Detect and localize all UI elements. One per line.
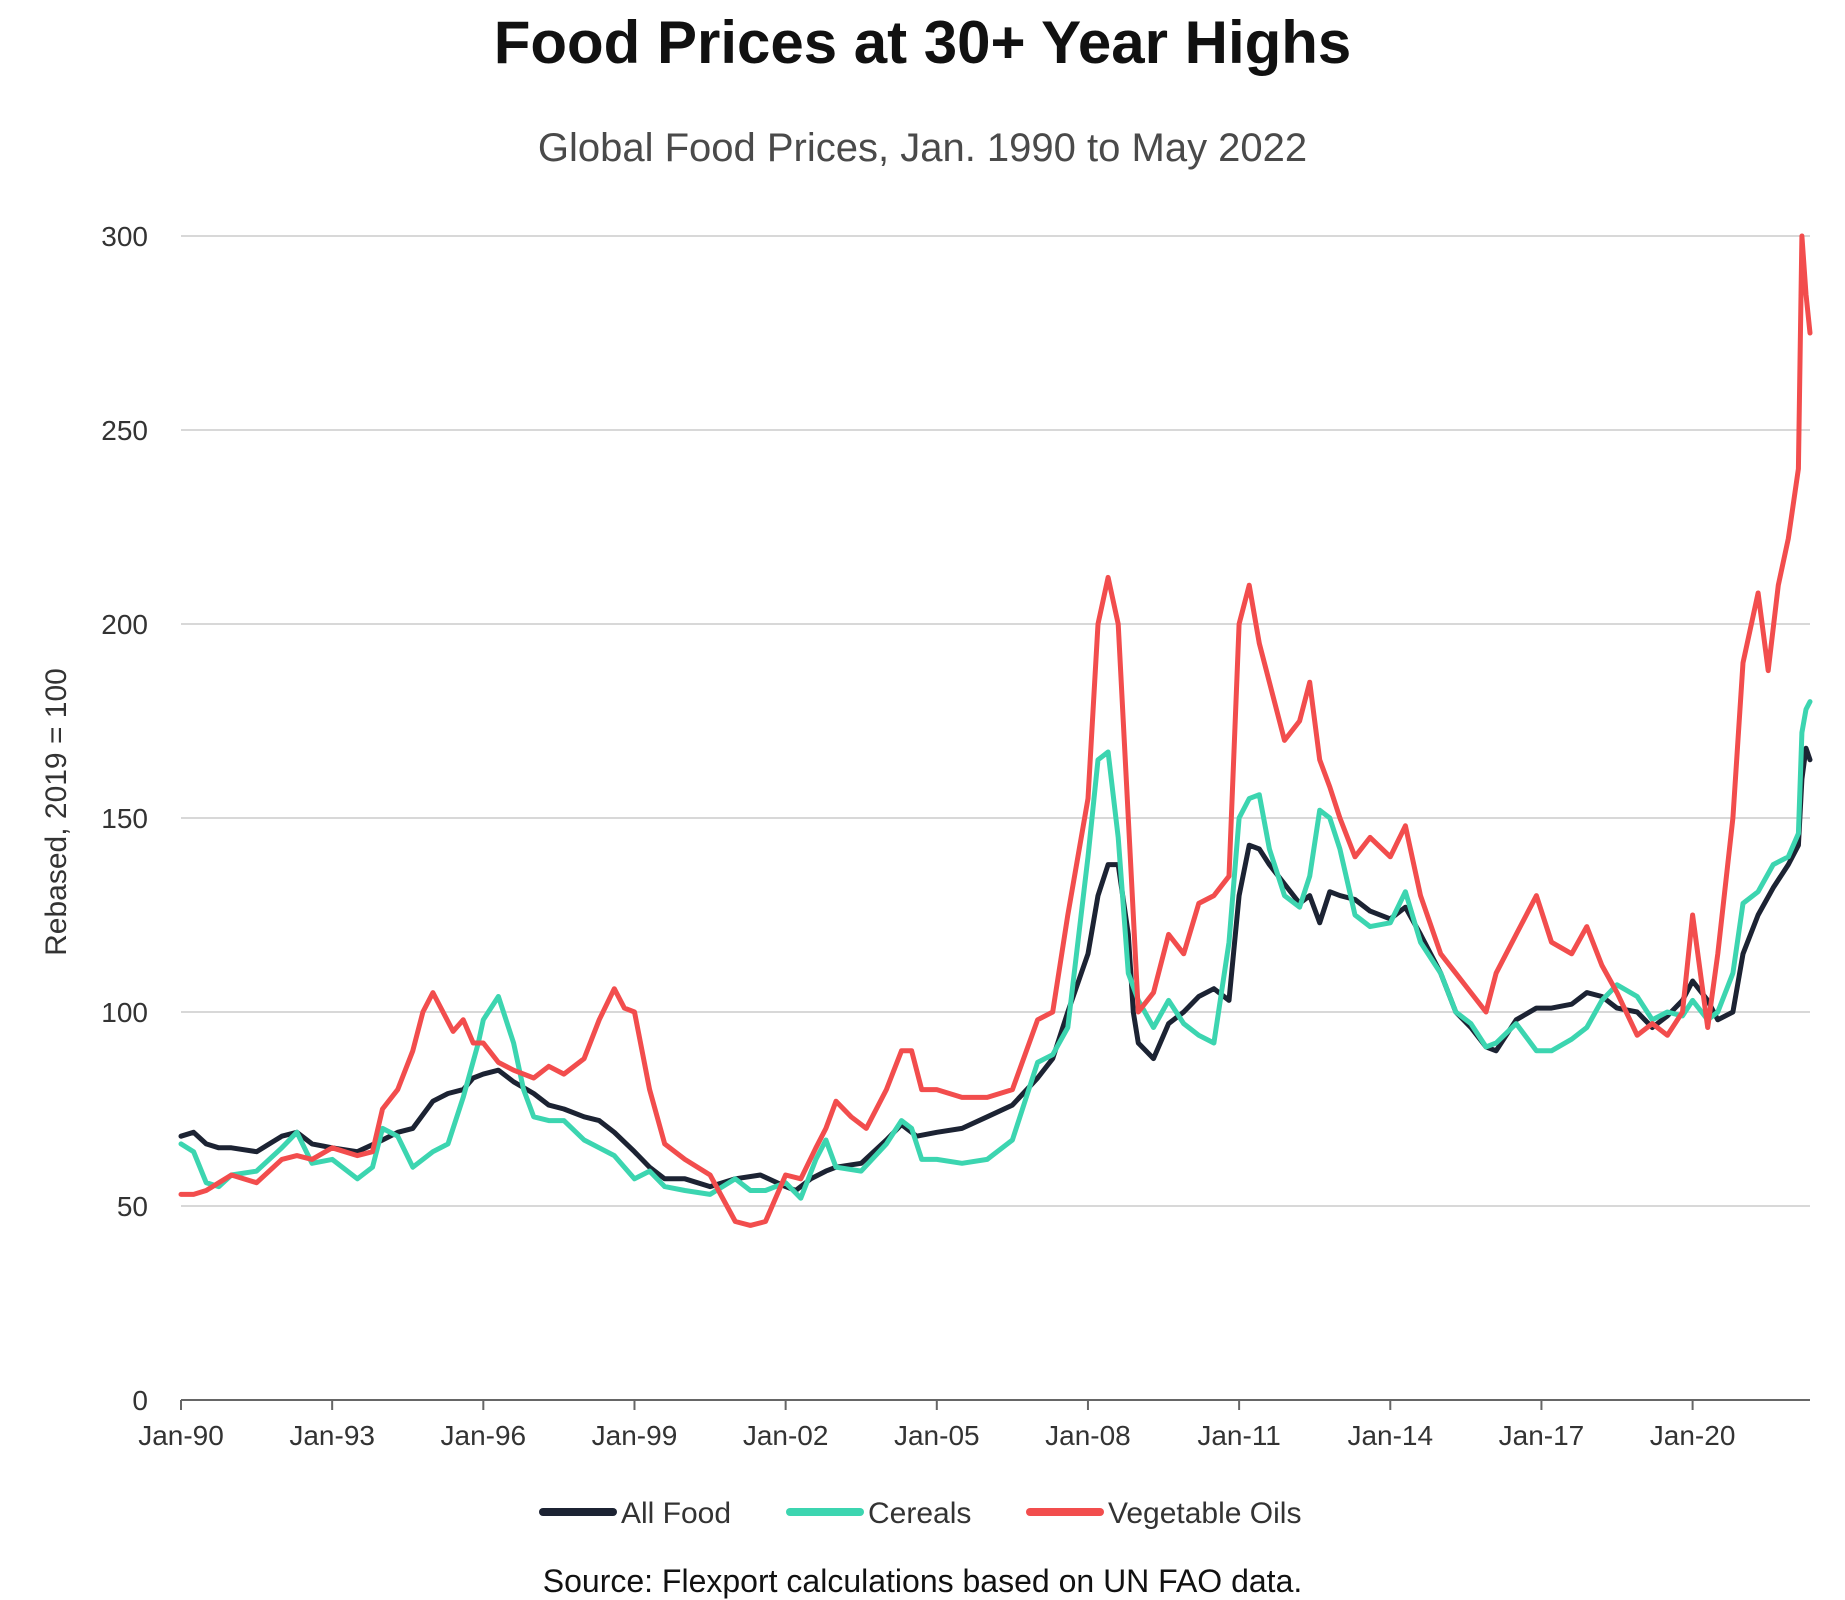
x-tick-label: Jan-14 [1347, 1420, 1433, 1451]
y-axis-label: Rebased, 2019 = 100 [40, 668, 73, 956]
legend: All Food Cereals Vegetable Oils [539, 1497, 1301, 1530]
series-lines [178, 233, 1813, 1228]
x-tick-label: Jan-08 [1045, 1420, 1131, 1451]
source-note: Source: Flexport calculations based on U… [542, 1563, 1303, 1599]
x-tick-label: Jan-05 [894, 1420, 980, 1451]
y-tick-label: 50 [117, 1191, 148, 1222]
x-tick-label: Jan-11 [1197, 1420, 1281, 1451]
x-tick-label: Jan-99 [592, 1420, 678, 1451]
y-tick-label: 100 [101, 997, 148, 1028]
y-tick-label: 0 [132, 1385, 148, 1416]
x-axis: Jan-90 Jan-93 Jan-96 Jan-99 Jan-02 Jan-05 Jan-… [138, 1399, 1810, 1451]
gridlines [181, 235, 1810, 1207]
x-tick-label: Jan-90 [138, 1420, 224, 1451]
y-tick-label: 150 [101, 803, 148, 834]
y-tick-label: 250 [101, 415, 148, 446]
x-tick-label: Jan-93 [289, 1420, 375, 1451]
legend-label: Vegetable Oils [1108, 1497, 1301, 1530]
chart-title: Food Prices at 30+ Year Highs [493, 9, 1352, 76]
x-tick-label: Jan-96 [441, 1420, 527, 1451]
legend-label: Cereals [868, 1497, 971, 1530]
y-tick-label: 200 [101, 609, 148, 640]
x-tick-label: Jan-17 [1499, 1420, 1585, 1451]
legend-label: All Food [621, 1497, 731, 1530]
x-tick-label: Jan-02 [743, 1420, 829, 1451]
chart-subtitle: Global Food Prices, Jan. 1990 to May 202… [537, 126, 1308, 170]
y-axis-ticks: 0 50 100 150 200 250 300 [101, 221, 148, 1416]
series-line-all-food [178, 745, 1813, 1193]
x-tick-label: Jan-20 [1650, 1420, 1736, 1451]
series-line-vegetable-oils [178, 233, 1813, 1228]
y-tick-label: 300 [101, 221, 148, 252]
